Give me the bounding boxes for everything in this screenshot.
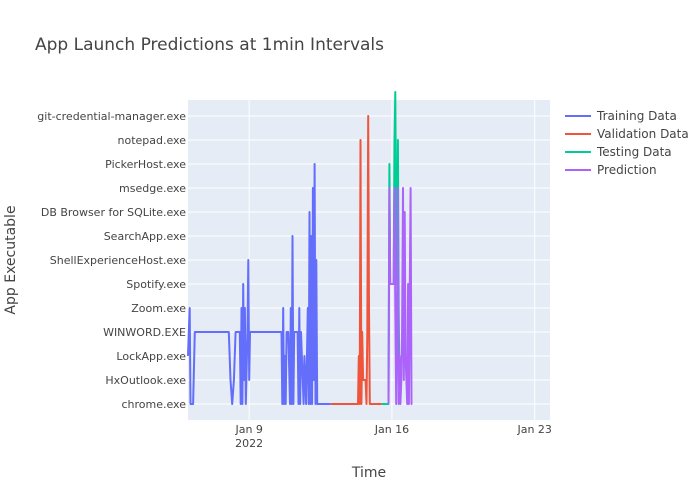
y-tick-label: DB Browser for SQLite.exe <box>41 206 186 219</box>
y-tick-label: Zoom.exe <box>131 302 186 315</box>
x-tick-label: Jan 16 <box>374 423 409 436</box>
series-line-prediction <box>387 187 413 405</box>
series-layer <box>187 91 413 405</box>
legend-label[interactable]: Prediction <box>597 163 657 177</box>
y-tick-label: SearchApp.exe <box>104 230 187 243</box>
y-tick-label: PickerHost.exe <box>105 158 186 171</box>
y-tick-label: ShellExperienceHost.exe <box>50 254 186 267</box>
legend[interactable]: Training Data Validation Data Testing Data… <box>565 109 689 177</box>
y-tick-label: LockApp.exe <box>116 350 186 363</box>
legend-label[interactable]: Training Data <box>596 109 677 123</box>
x-axis-title: Time <box>351 465 386 481</box>
y-tick-label: WINWORD.EXE <box>103 326 186 339</box>
x-tick-label: Jan 9 <box>234 423 262 436</box>
series-line-validation-data <box>330 115 382 405</box>
legend-label[interactable]: Validation Data <box>597 127 689 141</box>
x-tick-sublabel: 2022 <box>235 437 263 450</box>
y-tick-label: HxOutlook.exe <box>105 374 186 387</box>
series-line-training-data <box>187 163 331 405</box>
chart-title: App Launch Predictions at 1min Intervals <box>35 35 384 55</box>
y-tick-label: Spotify.exe <box>126 278 186 291</box>
y-tick-label: git-credential-manager.exe <box>37 110 186 123</box>
y-tick-label: chrome.exe <box>121 398 186 411</box>
legend-label[interactable]: Testing Data <box>596 145 672 159</box>
y-axis-ticks: chrome.exe HxOutlook.exe LockApp.exe WINWOR… <box>37 110 186 411</box>
y-tick-label: notepad.exe <box>118 134 187 147</box>
x-tick-label: Jan 23 <box>516 423 551 436</box>
y-tick-label: msedge.exe <box>119 182 186 195</box>
y-axis-title: App Executable <box>3 205 19 314</box>
